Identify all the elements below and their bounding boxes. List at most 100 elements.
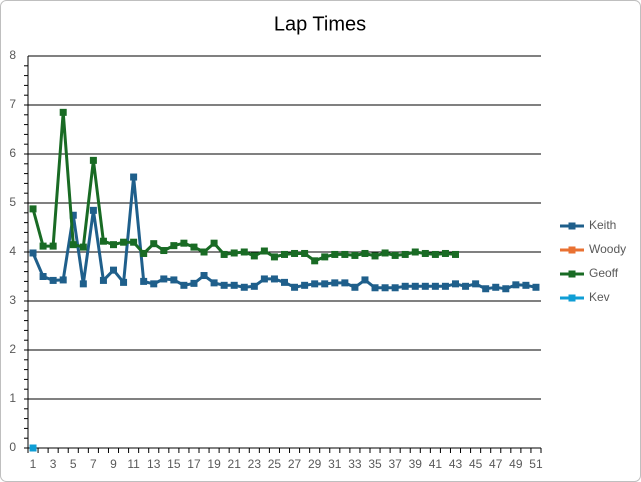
x-tick-label: 7 [90,457,97,471]
point-marker [321,280,329,288]
point-marker [270,253,278,261]
point-marker [270,275,278,283]
point-marker [130,173,138,181]
point-marker [391,284,399,292]
legend-marker [568,270,576,278]
x-tick-label: 29 [308,457,322,471]
point-marker [291,249,299,257]
point-marker [522,281,530,289]
y-tick-label: 4 [9,244,16,258]
point-marker [200,272,208,280]
point-marker [361,249,369,257]
y-tick-label: 7 [9,97,16,111]
point-marker [89,156,97,164]
point-marker [120,238,128,246]
x-tick-label: 47 [489,457,503,471]
point-marker [150,280,158,288]
point-marker [502,285,510,293]
legend-label: Geoff [589,266,619,280]
point-marker [29,205,37,213]
point-marker [130,238,138,246]
point-marker [301,281,309,289]
point-marker [411,248,419,256]
point-marker [29,249,37,257]
point-marker [190,279,198,287]
point-marker [260,275,268,283]
x-tick-label: 13 [147,457,161,471]
point-marker [361,276,369,284]
x-tick-label: 41 [429,457,443,471]
point-marker [371,252,379,260]
legend-label: Woody [589,242,626,256]
point-marker [291,283,299,291]
point-marker [411,282,419,290]
x-tick-label: 33 [348,457,362,471]
point-marker [452,280,459,288]
point-marker [59,108,67,116]
point-marker [381,249,389,257]
x-tick-label: 19 [207,457,221,471]
point-marker [351,283,359,291]
point-marker [260,247,268,255]
point-marker [331,279,339,287]
point-marker [512,281,520,289]
point-marker [69,211,77,219]
legend-label: Keith [589,218,616,232]
point-marker [49,276,57,284]
y-tick-label: 5 [9,195,16,209]
x-tick-label: 35 [368,457,382,471]
point-marker [351,251,359,259]
point-marker [59,276,67,284]
x-tick-label: 1 [30,457,37,471]
x-tick-label: 9 [110,457,117,471]
point-marker [401,250,409,258]
point-marker [341,279,349,287]
x-tick-label: 49 [509,457,523,471]
x-tick-label: 23 [248,457,262,471]
point-marker [240,248,248,256]
point-marker [160,275,168,283]
point-marker [371,284,379,292]
x-tick-label: 21 [228,457,242,471]
point-marker [441,249,449,257]
x-tick-label: 11 [127,457,140,471]
point-marker [220,250,228,258]
point-marker [160,247,168,255]
x-tick-label: 15 [167,457,181,471]
point-marker [281,278,288,286]
point-marker [110,241,117,249]
point-marker [431,250,439,258]
point-marker [180,281,188,289]
point-marker [452,250,459,258]
point-marker [492,283,500,291]
x-tick-label: 43 [449,457,463,471]
x-tick-label: 3 [50,457,57,471]
point-marker [120,278,128,286]
y-tick-label: 6 [9,146,16,160]
point-marker [170,276,178,284]
point-marker [311,257,319,265]
point-marker [431,282,439,290]
point-marker [89,206,97,214]
x-tick-label: 5 [70,457,77,471]
point-marker [381,284,389,292]
point-marker [421,249,429,257]
point-marker [240,283,248,291]
point-marker [69,241,77,249]
point-marker [140,277,148,285]
point-marker [79,280,87,288]
point-marker [29,444,37,452]
chart-title: Lap Times [274,13,366,35]
point-marker [281,250,288,258]
x-tick-label: 51 [529,457,543,471]
point-marker [150,240,158,248]
point-marker [532,283,540,291]
point-marker [401,282,409,290]
point-marker [391,251,399,259]
point-marker [140,249,148,257]
point-marker [170,242,178,250]
point-marker [210,239,218,247]
legend-label: Kev [589,290,610,304]
point-marker [99,237,107,245]
